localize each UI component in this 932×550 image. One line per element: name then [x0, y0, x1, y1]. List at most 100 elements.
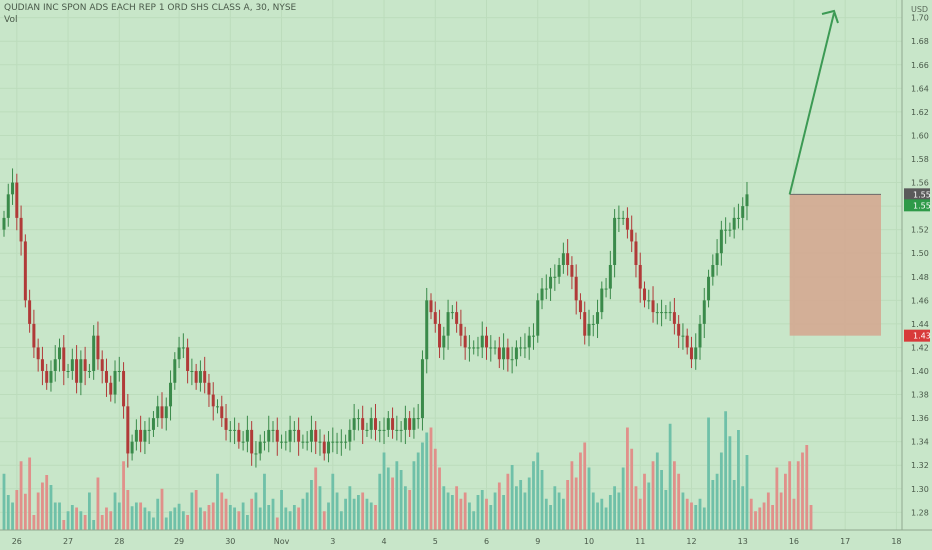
volume-bar — [711, 480, 715, 530]
price-tick-label: 1.38 — [911, 391, 929, 400]
candle-body — [198, 371, 202, 383]
candle-body — [369, 418, 373, 430]
candle-body — [493, 347, 497, 349]
candle-body — [361, 418, 365, 430]
candle-body — [527, 335, 531, 348]
green-price-badge: 1.55 — [913, 201, 931, 210]
candle-body — [15, 182, 19, 218]
candle-body — [11, 182, 15, 195]
volume-bar — [36, 492, 40, 530]
price-tick-label: 1.32 — [911, 461, 929, 470]
volume-bar — [553, 486, 557, 530]
candle-body — [608, 265, 612, 289]
volume-bar — [152, 517, 155, 530]
candle-body — [591, 323, 595, 325]
candle-body — [664, 312, 668, 314]
last-price-badge-bg — [904, 188, 930, 201]
volume-bar — [216, 473, 219, 530]
volume-bar — [19, 461, 23, 530]
volume-bar — [335, 492, 339, 530]
candle-body — [237, 429, 241, 442]
candle-body — [604, 288, 608, 290]
candle-body — [130, 441, 134, 454]
volume-bar — [361, 492, 365, 530]
volume-bar — [775, 467, 779, 530]
time-tick-label: 26 — [12, 537, 22, 546]
volume-indicator-label[interactable]: Vol — [4, 15, 18, 25]
candle-body — [425, 300, 429, 360]
price-badges: 1.55 1.55 1.43 — [904, 188, 931, 342]
candle-body — [190, 371, 194, 372]
volume-bar — [156, 498, 160, 530]
candle-body — [169, 382, 173, 407]
candle-body — [399, 429, 403, 431]
volume-bar — [327, 502, 330, 530]
candle-body — [450, 312, 454, 314]
volume-bar — [28, 457, 32, 530]
volume-bar — [267, 505, 271, 530]
volume-bar — [386, 467, 390, 530]
volume-bar — [784, 473, 787, 530]
candle-body — [83, 359, 87, 371]
volume-bar — [109, 511, 113, 530]
candle-body — [420, 359, 424, 419]
volume-bar — [305, 492, 309, 530]
candle-body — [647, 300, 651, 302]
candle-body — [510, 359, 514, 361]
volume-bar — [254, 492, 258, 530]
candle-body — [459, 323, 463, 336]
candle-body — [344, 441, 348, 443]
volume-bar — [211, 502, 215, 530]
volume-bar — [685, 498, 689, 530]
candle-body — [685, 335, 689, 348]
candle-body — [600, 288, 604, 313]
forecast-arrow-head — [821, 9, 839, 24]
volume-bar — [758, 507, 762, 530]
candle-body — [689, 347, 693, 360]
volume-bar — [557, 492, 561, 530]
volume-bar — [638, 498, 642, 530]
volume-bar — [749, 498, 753, 530]
candle-body — [621, 217, 625, 219]
candle-body — [707, 276, 711, 301]
candle-body — [570, 265, 574, 277]
time-tick-label: 4 — [381, 537, 386, 546]
volume-bar — [732, 480, 736, 530]
price-tick-label: 1.28 — [911, 508, 929, 517]
candle-body — [442, 335, 446, 348]
candle-body — [536, 300, 540, 336]
candle-body — [70, 359, 74, 371]
price-tick-label: 1.62 — [911, 108, 929, 117]
volume-bar — [15, 490, 19, 530]
time-tick-label: 30 — [225, 537, 235, 546]
candle-body — [655, 312, 659, 314]
price-axis[interactable]: 1.28 1.30 1.32 1.34 1.36 1.38 1.40 1.42 1.44 1.46… — [911, 14, 929, 518]
time-axis[interactable]: 26 27 28 29 30 Nov 3 4 5 6 9 10 11 12 13 16 17 18 — [12, 537, 902, 546]
volume-bar — [75, 507, 78, 530]
time-tick-label: 16 — [789, 537, 799, 546]
volume-bar — [626, 427, 629, 530]
volume-bar — [292, 505, 296, 530]
candle-body — [741, 206, 745, 218]
candle-body — [378, 429, 382, 431]
volume-bar — [382, 452, 386, 530]
candle-body — [109, 382, 113, 395]
candle-body — [523, 347, 527, 349]
candle-body — [672, 312, 676, 324]
candle-body — [262, 441, 266, 443]
time-tick-label: 3 — [330, 537, 335, 546]
volume-bar — [527, 477, 531, 530]
candle-body — [583, 312, 587, 336]
candle-body — [122, 371, 126, 407]
time-tick-label: Nov — [274, 537, 290, 546]
volume-bar — [796, 461, 800, 530]
volume-bar — [728, 436, 732, 530]
candle-body — [87, 371, 91, 372]
candle-body — [254, 453, 258, 455]
candle-body — [694, 347, 698, 360]
volume-bar — [566, 480, 570, 530]
candle-body — [736, 217, 740, 219]
candle-body — [2, 217, 6, 230]
volume-bars — [2, 411, 813, 530]
